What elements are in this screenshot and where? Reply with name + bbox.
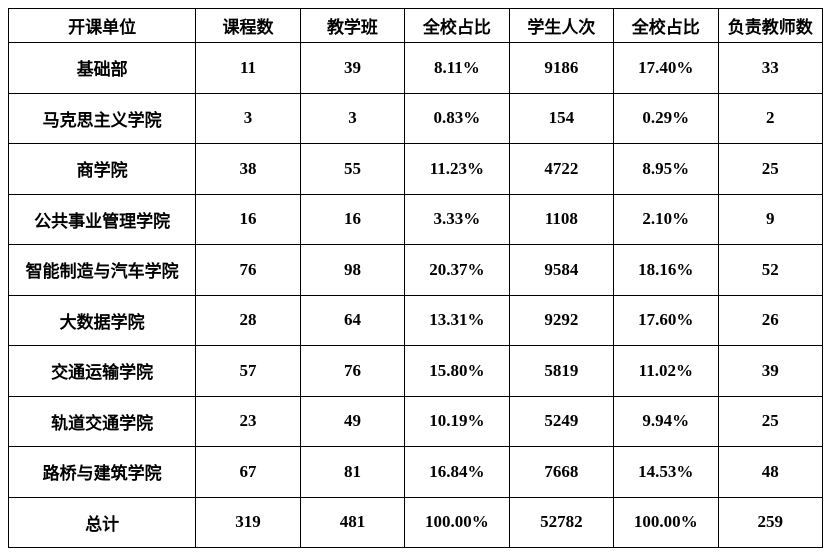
cell-classes: 481 xyxy=(300,497,404,548)
table-row: 马克思主义学院 3 3 0.83% 154 0.29% 2 xyxy=(9,93,823,144)
cell-ratio1: 15.80% xyxy=(405,346,509,397)
cell-courses: 28 xyxy=(196,295,300,346)
cell-ratio2: 14.53% xyxy=(614,447,718,498)
cell-classes: 39 xyxy=(300,43,404,94)
cell-unit: 交通运输学院 xyxy=(9,346,196,397)
cell-unit: 大数据学院 xyxy=(9,295,196,346)
table-row-total: 总计 319 481 100.00% 52782 100.00% 259 xyxy=(9,497,823,548)
cell-courses: 57 xyxy=(196,346,300,397)
cell-ratio2: 17.40% xyxy=(614,43,718,94)
table-row: 商学院 38 55 11.23% 4722 8.95% 25 xyxy=(9,144,823,195)
cell-students: 7668 xyxy=(509,447,613,498)
cell-classes: 3 xyxy=(300,93,404,144)
statistics-table-container: 开课单位 课程数 教学班 全校占比 学生人次 全校占比 负责教师数 基础部 11… xyxy=(8,8,823,548)
cell-classes: 16 xyxy=(300,194,404,245)
table-row: 智能制造与汽车学院 76 98 20.37% 9584 18.16% 52 xyxy=(9,245,823,296)
cell-ratio2: 17.60% xyxy=(614,295,718,346)
cell-students: 5819 xyxy=(509,346,613,397)
cell-students: 52782 xyxy=(509,497,613,548)
cell-unit: 路桥与建筑学院 xyxy=(9,447,196,498)
cell-courses: 11 xyxy=(196,43,300,94)
header-row: 开课单位 课程数 教学班 全校占比 学生人次 全校占比 负责教师数 xyxy=(9,9,823,43)
cell-courses: 76 xyxy=(196,245,300,296)
cell-students: 4722 xyxy=(509,144,613,195)
cell-unit: 智能制造与汽车学院 xyxy=(9,245,196,296)
header-ratio1: 全校占比 xyxy=(405,9,509,43)
cell-ratio2: 18.16% xyxy=(614,245,718,296)
cell-ratio1: 8.11% xyxy=(405,43,509,94)
table-body: 基础部 11 39 8.11% 9186 17.40% 33 马克思主义学院 3… xyxy=(9,43,823,548)
cell-courses: 38 xyxy=(196,144,300,195)
cell-ratio1: 100.00% xyxy=(405,497,509,548)
cell-students: 154 xyxy=(509,93,613,144)
table-row: 基础部 11 39 8.11% 9186 17.40% 33 xyxy=(9,43,823,94)
header-classes: 教学班 xyxy=(300,9,404,43)
table-row: 交通运输学院 57 76 15.80% 5819 11.02% 39 xyxy=(9,346,823,397)
table-row: 公共事业管理学院 16 16 3.33% 1108 2.10% 9 xyxy=(9,194,823,245)
cell-ratio1: 3.33% xyxy=(405,194,509,245)
cell-teachers: 25 xyxy=(718,144,822,195)
cell-ratio2: 8.95% xyxy=(614,144,718,195)
cell-unit: 商学院 xyxy=(9,144,196,195)
cell-courses: 67 xyxy=(196,447,300,498)
cell-unit: 公共事业管理学院 xyxy=(9,194,196,245)
cell-ratio2: 0.29% xyxy=(614,93,718,144)
cell-teachers: 33 xyxy=(718,43,822,94)
cell-unit: 马克思主义学院 xyxy=(9,93,196,144)
header-students: 学生人次 xyxy=(509,9,613,43)
cell-teachers: 26 xyxy=(718,295,822,346)
cell-ratio2: 9.94% xyxy=(614,396,718,447)
cell-students: 9186 xyxy=(509,43,613,94)
cell-teachers: 2 xyxy=(718,93,822,144)
cell-unit: 基础部 xyxy=(9,43,196,94)
cell-ratio1: 13.31% xyxy=(405,295,509,346)
header-courses: 课程数 xyxy=(196,9,300,43)
table-row: 轨道交通学院 23 49 10.19% 5249 9.94% 25 xyxy=(9,396,823,447)
cell-teachers: 39 xyxy=(718,346,822,397)
cell-ratio1: 10.19% xyxy=(405,396,509,447)
cell-students: 9292 xyxy=(509,295,613,346)
table-header: 开课单位 课程数 教学班 全校占比 学生人次 全校占比 负责教师数 xyxy=(9,9,823,43)
cell-courses: 23 xyxy=(196,396,300,447)
cell-classes: 49 xyxy=(300,396,404,447)
cell-teachers: 259 xyxy=(718,497,822,548)
header-unit: 开课单位 xyxy=(9,9,196,43)
cell-students: 9584 xyxy=(509,245,613,296)
cell-classes: 81 xyxy=(300,447,404,498)
header-ratio2: 全校占比 xyxy=(614,9,718,43)
cell-teachers: 48 xyxy=(718,447,822,498)
cell-classes: 76 xyxy=(300,346,404,397)
cell-ratio1: 11.23% xyxy=(405,144,509,195)
cell-courses: 319 xyxy=(196,497,300,548)
cell-unit: 轨道交通学院 xyxy=(9,396,196,447)
cell-ratio1: 20.37% xyxy=(405,245,509,296)
cell-classes: 98 xyxy=(300,245,404,296)
cell-ratio2: 11.02% xyxy=(614,346,718,397)
cell-teachers: 25 xyxy=(718,396,822,447)
cell-ratio1: 16.84% xyxy=(405,447,509,498)
cell-courses: 16 xyxy=(196,194,300,245)
cell-students: 1108 xyxy=(509,194,613,245)
cell-classes: 64 xyxy=(300,295,404,346)
table-row: 路桥与建筑学院 67 81 16.84% 7668 14.53% 48 xyxy=(9,447,823,498)
cell-courses: 3 xyxy=(196,93,300,144)
header-teachers: 负责教师数 xyxy=(718,9,822,43)
cell-unit: 总计 xyxy=(9,497,196,548)
table-row: 大数据学院 28 64 13.31% 9292 17.60% 26 xyxy=(9,295,823,346)
cell-teachers: 52 xyxy=(718,245,822,296)
cell-classes: 55 xyxy=(300,144,404,195)
cell-ratio1: 0.83% xyxy=(405,93,509,144)
statistics-table: 开课单位 课程数 教学班 全校占比 学生人次 全校占比 负责教师数 基础部 11… xyxy=(8,8,823,548)
cell-students: 5249 xyxy=(509,396,613,447)
cell-teachers: 9 xyxy=(718,194,822,245)
cell-ratio2: 2.10% xyxy=(614,194,718,245)
cell-ratio2: 100.00% xyxy=(614,497,718,548)
